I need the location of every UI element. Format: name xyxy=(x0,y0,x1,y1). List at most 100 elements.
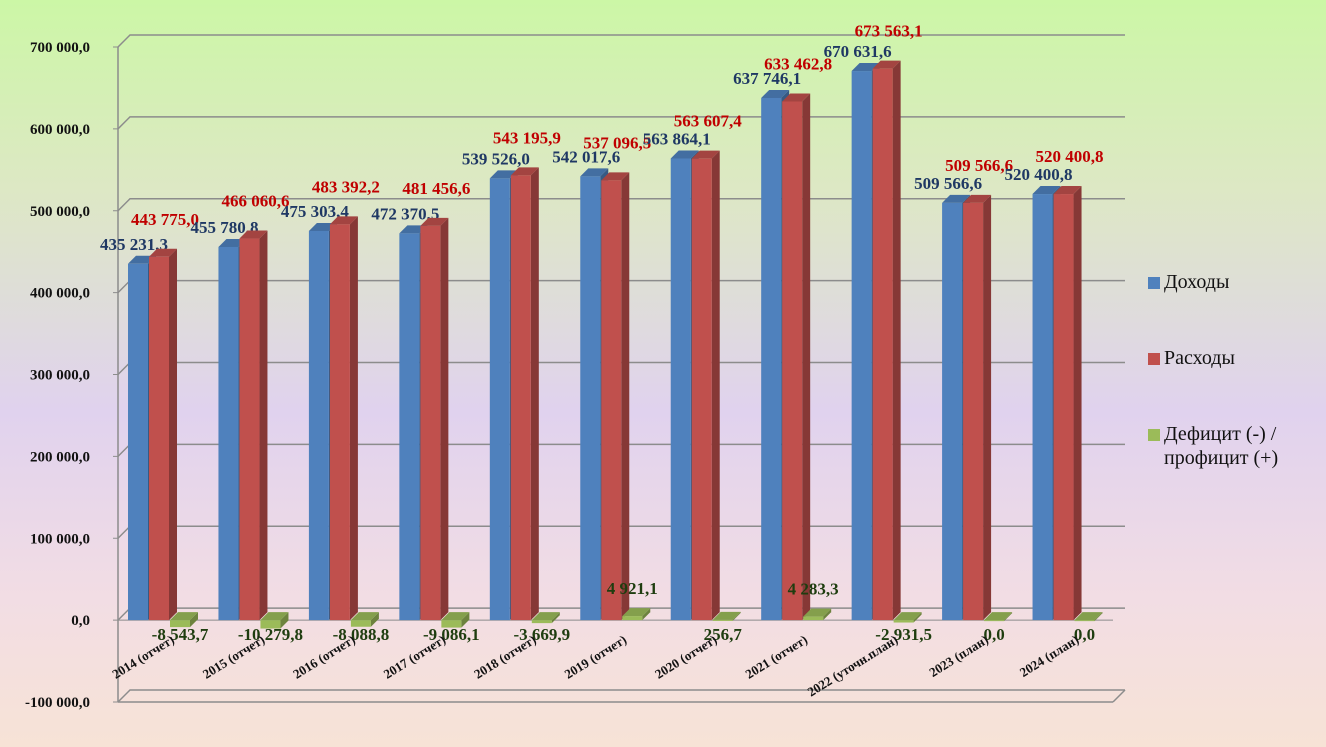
bar-side xyxy=(642,608,651,621)
bar-3d xyxy=(441,612,470,628)
bar xyxy=(1053,194,1074,621)
x-tick-label: 2020 (отчет) xyxy=(652,632,719,682)
value-label: -10 279,8 xyxy=(238,625,303,644)
bar xyxy=(441,620,462,628)
bar xyxy=(350,620,371,627)
bar xyxy=(963,202,984,621)
bar-3d xyxy=(872,60,901,621)
bar-3d xyxy=(149,248,177,621)
bar-top xyxy=(984,612,1013,621)
bar xyxy=(1032,194,1053,621)
bar-top xyxy=(622,608,651,617)
bar-top xyxy=(239,230,268,239)
bar-top xyxy=(712,611,741,620)
value-label: -9 086,1 xyxy=(423,625,480,644)
bar-top xyxy=(761,89,790,98)
bar-top xyxy=(170,612,198,621)
bar-3d xyxy=(260,612,289,629)
y-tick-label: 0,0 xyxy=(71,613,90,629)
bar-top xyxy=(580,168,609,177)
bar-side xyxy=(169,248,177,621)
bar-side xyxy=(349,216,358,621)
bar-3d xyxy=(803,608,832,621)
bar xyxy=(170,620,190,628)
y-tick-label: -100 000,0 xyxy=(25,695,90,711)
bar-3d xyxy=(712,611,741,621)
bar-side xyxy=(1004,612,1013,622)
bar-top xyxy=(601,172,630,181)
bar-3d xyxy=(601,172,630,621)
bar-top xyxy=(803,608,832,617)
legend-label: Доходы xyxy=(1164,271,1230,293)
bar-top xyxy=(420,217,449,226)
y-tick-label: 600 000,0 xyxy=(30,122,90,138)
bar-side xyxy=(259,230,268,621)
legend-item: Расходы xyxy=(1148,346,1326,370)
value-label: 637 746,1 xyxy=(733,69,801,88)
y-tick-label: 300 000,0 xyxy=(30,368,90,384)
bar-3d xyxy=(1053,186,1082,621)
value-label: 509 566,6 xyxy=(945,156,1013,175)
bar xyxy=(399,233,420,621)
bar-side xyxy=(551,612,560,624)
legend-swatch xyxy=(1148,277,1160,289)
bar xyxy=(691,158,712,621)
bar-top xyxy=(510,167,539,176)
y-tick-label: 700 000,0 xyxy=(30,40,90,56)
bar xyxy=(851,71,872,621)
bar-3d xyxy=(622,608,651,621)
value-label: 542 017,6 xyxy=(552,147,620,166)
x-tick-label: 2023 (план) xyxy=(926,632,991,680)
bar xyxy=(149,256,169,621)
value-label: 481 456,6 xyxy=(402,179,470,198)
bar xyxy=(128,263,148,621)
value-label: 466 060,6 xyxy=(221,192,289,211)
value-label: 443 775,0 xyxy=(131,210,199,229)
bar-3d xyxy=(350,612,379,627)
bar-3d xyxy=(984,612,1013,622)
bar xyxy=(872,68,893,621)
y-tick-label: 100 000,0 xyxy=(30,531,90,547)
value-label: -8 543,7 xyxy=(152,625,209,644)
legend-item: Дефицит (-) / профицит (+) xyxy=(1148,422,1326,470)
bar-top xyxy=(893,612,922,621)
bar xyxy=(761,97,782,621)
bar-3d xyxy=(420,217,449,621)
legend: Доходы Расходы Дефицит (-) / профицит (+) xyxy=(1148,270,1326,522)
bar-top xyxy=(872,60,901,69)
bar-side xyxy=(711,150,720,621)
value-label: 520 400,8 xyxy=(1005,165,1073,184)
bar xyxy=(622,616,643,621)
bar xyxy=(489,178,510,621)
grid-line xyxy=(117,116,1125,130)
bar xyxy=(420,225,441,621)
value-label: 4 283,3 xyxy=(788,580,839,599)
bar-top xyxy=(531,612,560,621)
bar-3d xyxy=(531,612,560,624)
bar-top xyxy=(1032,186,1061,195)
value-label: 256,7 xyxy=(704,625,743,644)
bar xyxy=(1074,620,1095,622)
bar-side xyxy=(1073,186,1082,621)
legend-swatch xyxy=(1148,429,1160,441)
x-tick-label: 2021 (отчет) xyxy=(743,632,810,682)
bar xyxy=(601,180,622,621)
x-tick-label: 2018 (отчет) xyxy=(471,632,538,682)
bar-side xyxy=(370,612,379,627)
bar-3d xyxy=(782,93,811,621)
value-label: 539 526,0 xyxy=(462,149,530,168)
bar-3d xyxy=(691,150,720,621)
bar-side xyxy=(892,60,901,621)
x-tick-label: 2014 (отчет) xyxy=(109,632,176,682)
bar-side xyxy=(983,194,992,621)
grid-line xyxy=(117,689,1125,703)
bar-3d xyxy=(1074,612,1103,622)
bar xyxy=(942,202,963,621)
bar-3d xyxy=(893,612,922,623)
bar-side xyxy=(440,217,449,621)
bar-side xyxy=(530,167,539,621)
value-label: 563 607,4 xyxy=(674,112,743,131)
value-label: -8 088,8 xyxy=(333,625,390,644)
